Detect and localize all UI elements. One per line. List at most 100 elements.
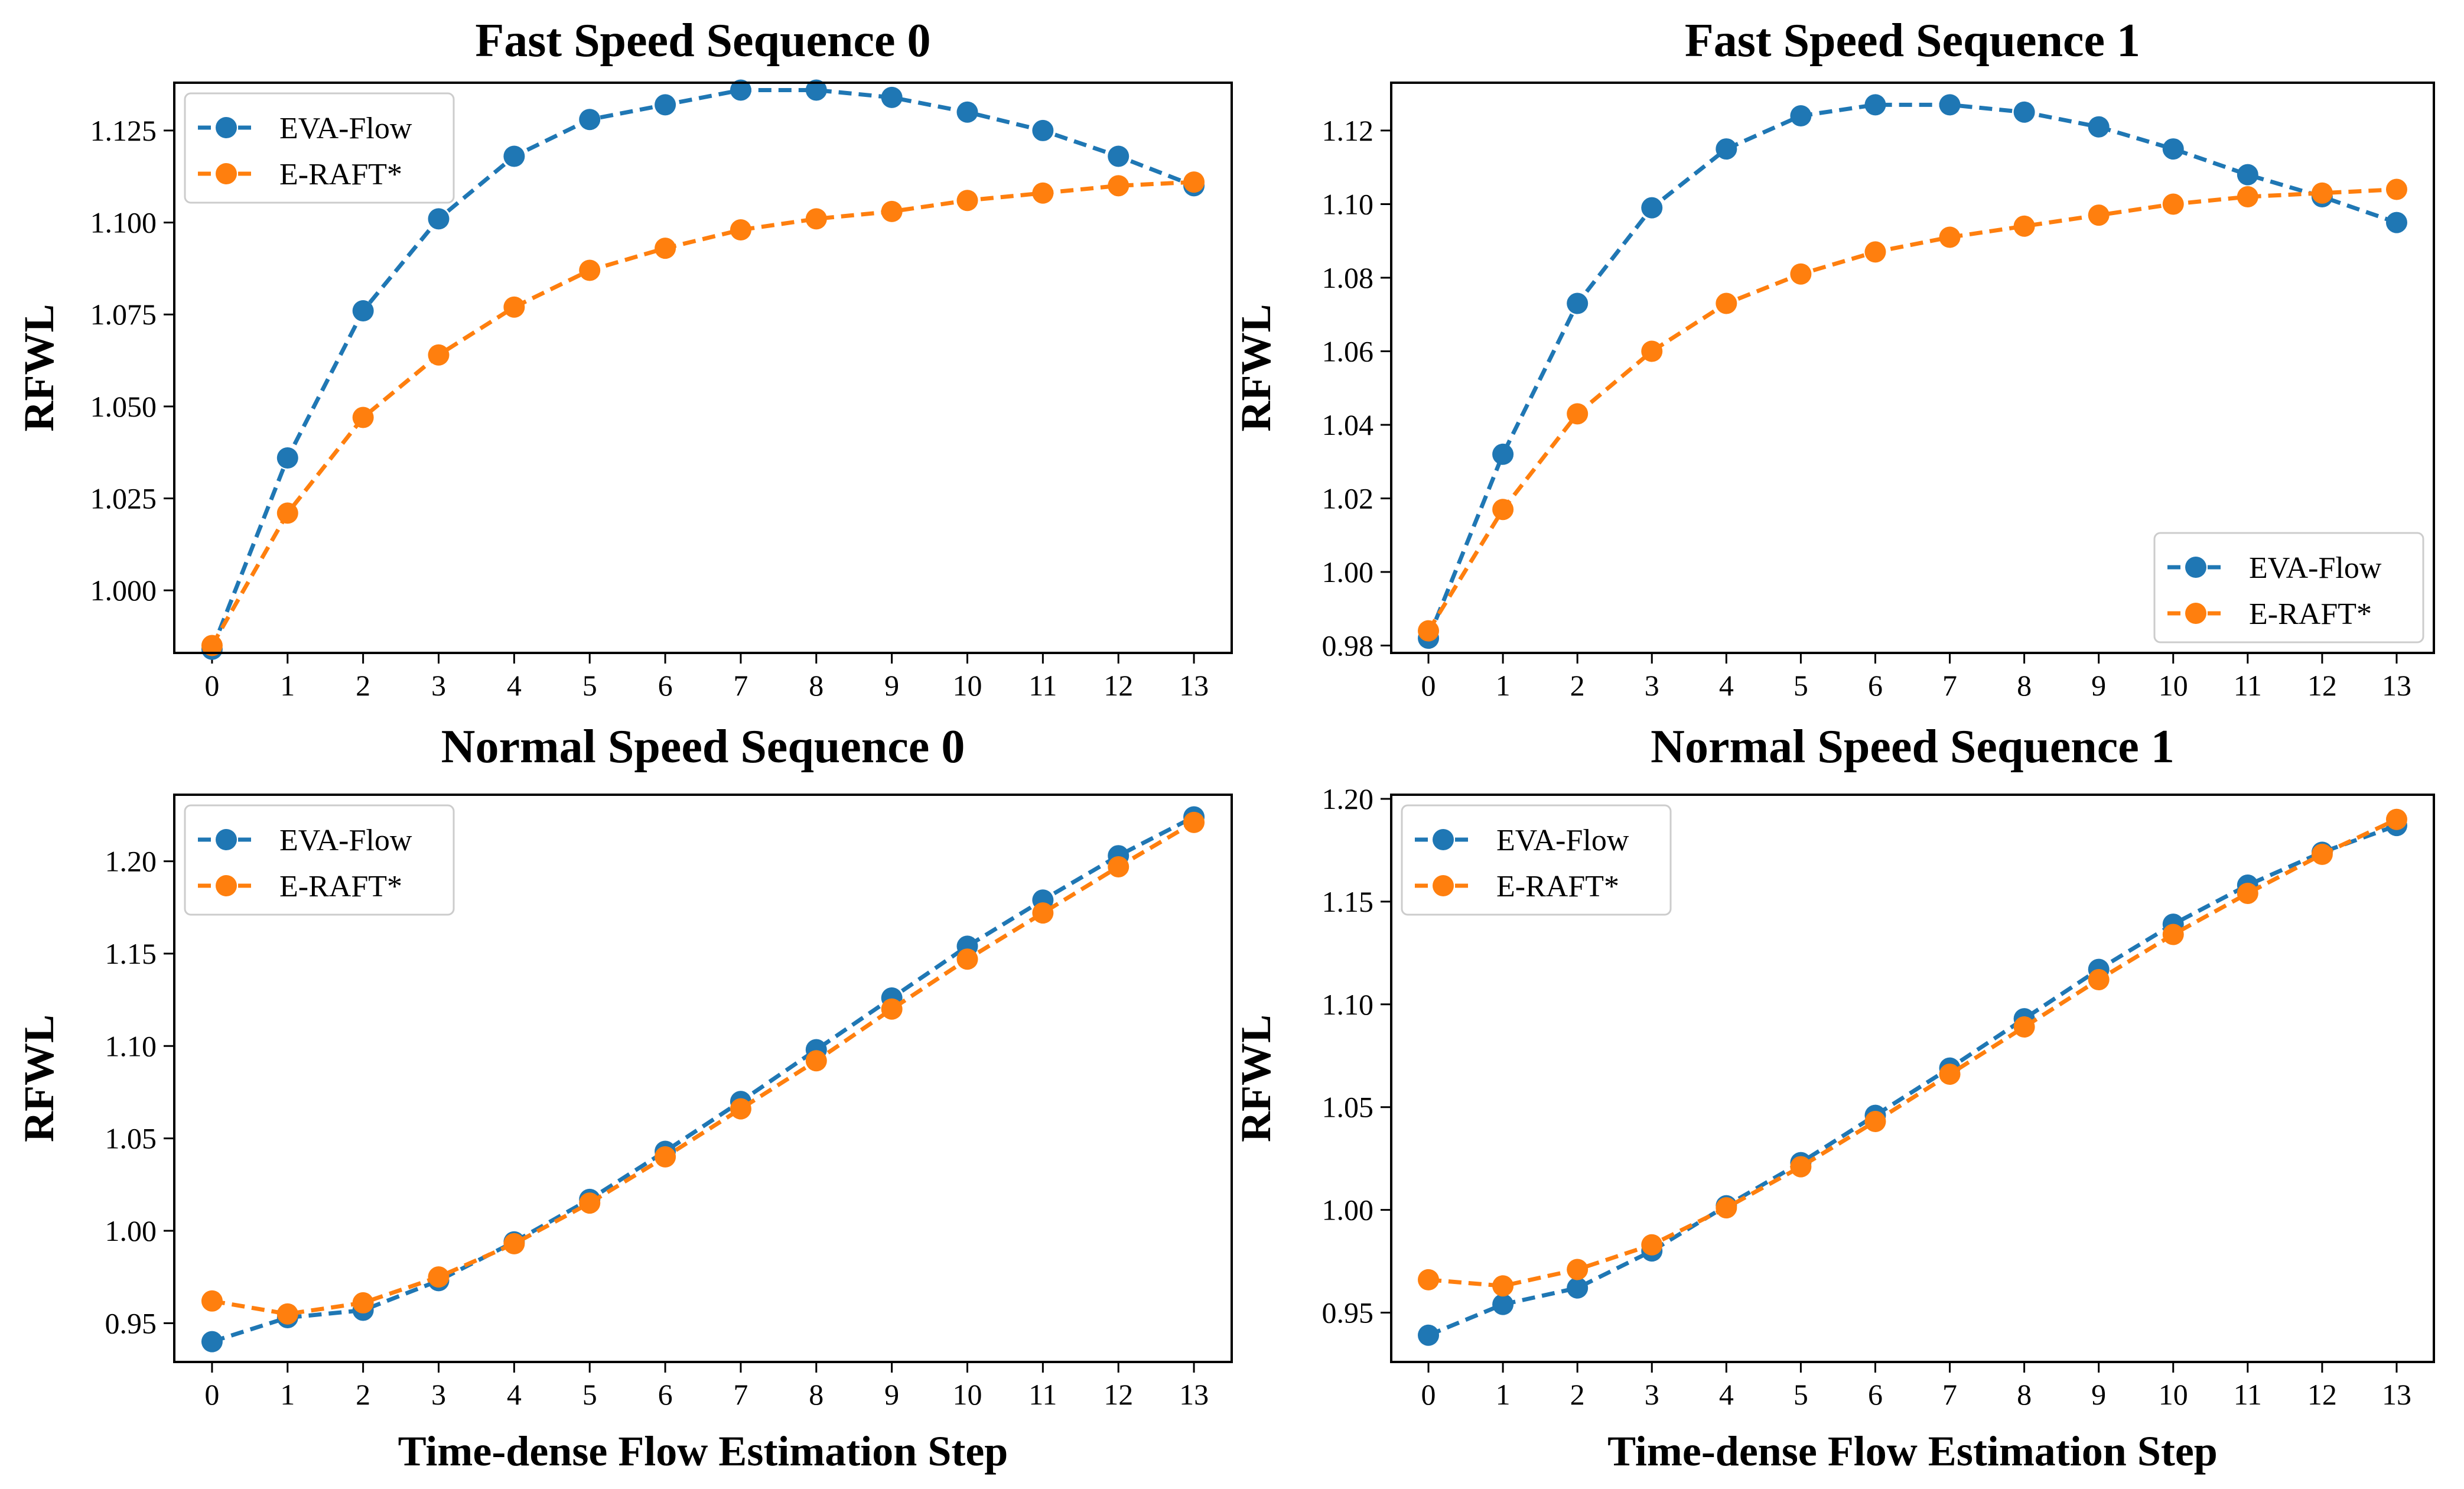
x-tick-label: 3 [431,669,446,702]
x-tick-label: 8 [809,1378,823,1411]
series-line-eva-flow [211,815,1195,1344]
data-point-e-raft [503,296,525,318]
x-tick-label: 11 [2234,669,2262,702]
data-point-eva-flow [1716,138,1737,160]
plot-frame [1390,82,2435,654]
legend-box [184,804,455,916]
data-point-e-raft [1492,499,1514,521]
data-point-e-raft [2013,1016,2035,1038]
data-point-e-raft [2088,969,2110,991]
data-point-e-raft [2013,215,2035,237]
data-point-e-raft [2385,178,2407,200]
data-point-eva-flow [276,447,298,469]
x-tick-label: 3 [1645,1378,1659,1411]
data-point-e-raft [428,344,450,366]
chart-panel-3: Normal Speed Sequence 1 RFWL Time-dense Fl… [1232,721,2435,1475]
x-tick-label: 6 [1868,1378,1883,1411]
data-point-e-raft [730,1098,751,1120]
x-tick-label: 9 [884,669,899,702]
data-point-e-raft [2088,204,2110,226]
x-tick-label: 5 [1794,669,1808,702]
x-tick-label: 10 [2159,669,2188,702]
y-tick-label: 1.10 [105,1029,157,1062]
data-point-e-raft [655,1146,676,1168]
x-tick-label: 11 [2234,1378,2262,1411]
x-tick-label: 4 [1719,669,1734,702]
data-point-eva-flow [201,1331,223,1353]
x-tick-label: 4 [507,669,522,702]
data-point-eva-flow [956,101,978,123]
x-axis-label: Time-dense Flow Estimation Step [1607,1428,2218,1475]
y-tick-label: 1.15 [105,937,157,970]
data-point-eva-flow [1864,94,1886,116]
y-tick-label: 1.075 [90,298,157,331]
y-tick-label: 1.20 [105,845,157,878]
x-tick-label: 6 [658,669,673,702]
legend-box [1401,804,1672,916]
data-point-eva-flow [2385,212,2407,233]
y-tick-label: 1.050 [90,390,157,423]
data-point-e-raft [1567,403,1589,425]
data-point-e-raft [655,238,676,259]
y-axis-label: RFWL [15,304,63,432]
x-tick-label: 8 [2017,1378,2032,1411]
y-axis-label: RFWL [1232,304,1280,432]
legend-marker [2185,603,2206,624]
x-tick-label: 9 [2091,1378,2106,1411]
data-point-e-raft [1032,902,1054,924]
data-point-eva-flow [2237,164,2258,186]
x-tick-label: 13 [1179,669,1209,702]
data-point-eva-flow [1641,197,1663,219]
y-tick-label: 1.06 [1322,334,1374,368]
y-tick-label: 0.95 [1322,1296,1374,1329]
x-tick-label: 8 [2017,669,2032,702]
data-point-eva-flow [1032,119,1054,141]
x-tick-label: 12 [2307,669,2337,702]
x-tick-label: 5 [582,1378,597,1411]
x-tick-label: 10 [953,1378,982,1411]
legend-label: EVA-Flow [279,112,412,145]
data-point-e-raft [956,190,978,212]
x-tick-label: 13 [2382,1378,2411,1411]
legend-label: EVA-Flow [1496,824,1629,857]
legend-marker [216,163,237,184]
x-tick-label: 2 [1570,1378,1585,1411]
data-point-e-raft [2311,182,2333,204]
x-tick-label: 7 [733,669,748,702]
data-point-e-raft [201,1290,223,1312]
plot-frame [1390,794,2435,1363]
legend-marker [1433,875,1454,896]
x-tick-label: 3 [1645,669,1659,702]
data-point-eva-flow [881,86,903,108]
data-point-e-raft [1032,182,1054,204]
x-tick-label: 6 [1868,669,1883,702]
plot-frame [173,82,1233,654]
data-point-eva-flow [1108,145,1130,167]
y-tick-label: 1.10 [1322,187,1374,220]
legend-marker [1433,829,1454,850]
data-point-e-raft [276,1303,298,1325]
data-point-e-raft [352,407,374,428]
x-tick-label: 6 [658,1378,673,1411]
x-tick-label: 8 [809,669,823,702]
data-point-eva-flow [1567,292,1589,314]
y-axis-label: RFWL [15,1015,63,1142]
data-point-eva-flow [428,208,450,230]
data-point-e-raft [881,200,903,222]
data-point-eva-flow [730,79,751,101]
x-tick-label: 7 [1942,1378,1957,1411]
series-line-e-raft [1427,187,2397,632]
x-tick-label: 0 [1421,1378,1436,1411]
x-tick-label: 4 [1719,1378,1734,1411]
data-point-e-raft [730,219,751,241]
data-point-e-raft [579,259,601,281]
legend-label: EVA-Flow [279,824,412,857]
series-line-eva-flow [210,87,1195,651]
y-tick-label: 0.98 [1322,629,1374,662]
x-tick-label: 1 [1496,669,1511,702]
legend-label: E-RAFT* [2249,597,2372,631]
data-point-eva-flow [2162,138,2184,160]
x-tick-label: 12 [1104,1378,1133,1411]
data-point-eva-flow [579,109,601,131]
